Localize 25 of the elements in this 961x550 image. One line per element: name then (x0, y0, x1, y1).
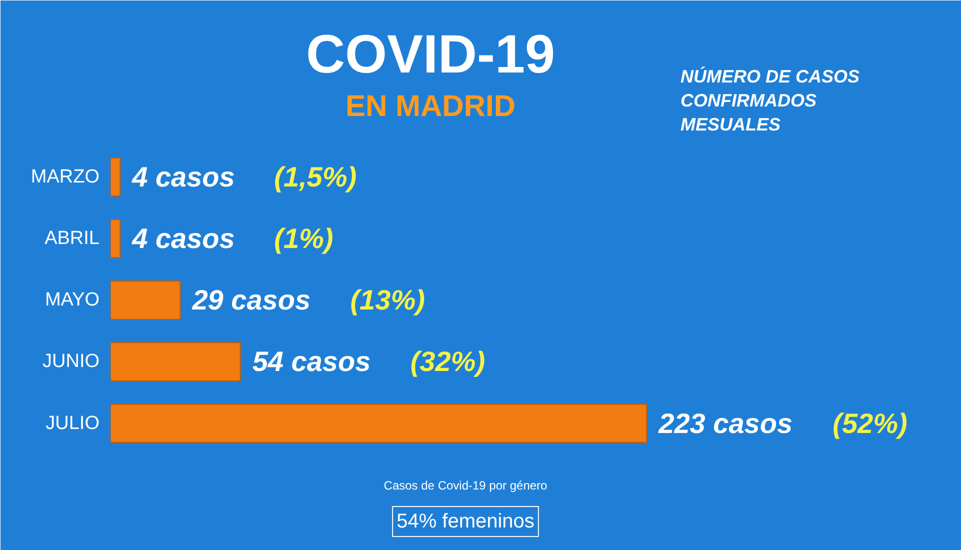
data-label: 4 casos (131, 223, 235, 254)
data-label: 29 casos (191, 284, 311, 316)
y-tick-label: JUNIO (42, 351, 100, 372)
bar (110, 280, 181, 320)
data-label: 54 casos (252, 346, 371, 378)
annotation: (1%) (274, 223, 334, 254)
y-tick-label: JULIO (46, 412, 100, 434)
text: 54% femeninos (396, 510, 534, 532)
bar (110, 342, 241, 382)
annotation: (1,5%) (274, 161, 357, 192)
text: Casos de Covid-19 por género (384, 478, 548, 492)
text: (52%) (832, 408, 908, 439)
bar (110, 157, 121, 197)
bar (110, 218, 121, 258)
text: NÚMERO DE CASOS CONFIRMADOS MESUALES (680, 66, 860, 134)
y-tick-label: MAYO (44, 290, 100, 311)
y-tick-label: MARZO (30, 166, 100, 188)
chart-subtitle: EN MADRID (346, 90, 516, 123)
chart-title: COVID-19 (306, 24, 556, 84)
data-label: 223 casos (658, 408, 793, 439)
y-tick-label: ABRIL (44, 228, 100, 250)
annotation: (32%) (410, 346, 486, 378)
bar (110, 404, 648, 443)
annotation: (13%) (350, 284, 425, 316)
data-label: 4 casos (131, 161, 235, 192)
